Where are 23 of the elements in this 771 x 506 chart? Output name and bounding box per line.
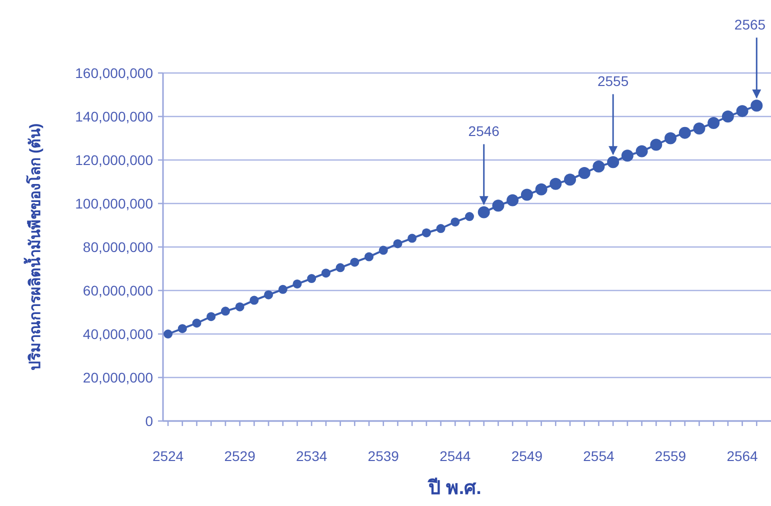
x-tick-label: 2554: [583, 448, 614, 464]
y-tick-label: 120,000,000: [75, 152, 154, 168]
y-tick-label: 100,000,000: [75, 196, 154, 212]
annotation: 2546: [468, 123, 500, 140]
y-tick-label: 0: [145, 413, 154, 429]
y-axis-title: ปริมาณการผลิตน้ำมันพืชของโลก (ตัน): [23, 123, 44, 371]
y-tick-label: 160,000,000: [75, 65, 154, 81]
y-tick-label: 20,000,000: [82, 370, 154, 386]
x-tick-label: 2529: [224, 448, 256, 464]
x-tick-label: 2549: [511, 448, 543, 464]
x-tick-label: 2544: [440, 448, 471, 464]
x-tick-label: 2539: [368, 448, 400, 464]
x-axis-title: ปี พ.ศ.: [428, 477, 482, 499]
x-tick-label: 2564: [726, 448, 758, 464]
y-tick-label: 60,000,000: [82, 282, 154, 298]
y-tick-label: 140,000,000: [75, 108, 154, 124]
y-tick-label: 80,000,000: [82, 239, 154, 255]
annotation: 2565: [734, 16, 766, 33]
y-tick-label: 40,000,000: [82, 326, 154, 342]
x-tick-label: 2559: [654, 448, 686, 464]
x-tick-label: 2524: [152, 448, 184, 464]
annotation: 2555: [598, 73, 629, 90]
x-tick-label: 2534: [296, 448, 328, 464]
